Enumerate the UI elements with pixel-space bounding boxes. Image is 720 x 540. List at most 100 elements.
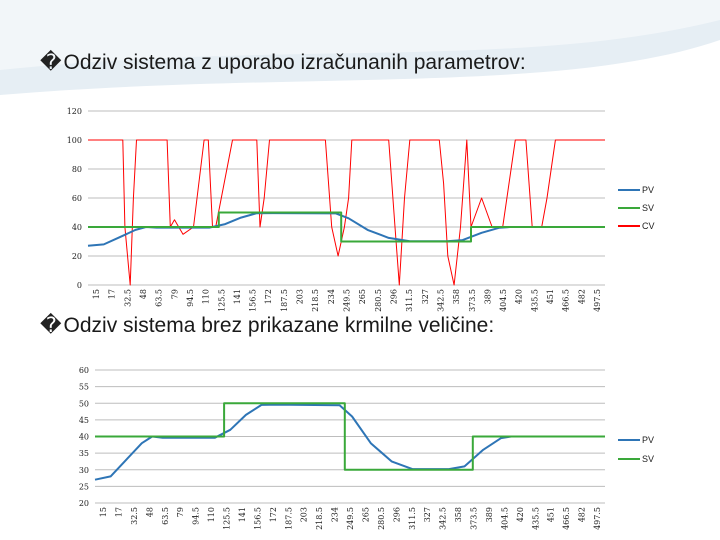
chart2-x-tick-label: 187.5	[284, 507, 293, 530]
chart2-x-tick-label: 358	[454, 507, 463, 522]
chart2-x-tick-label: 342.5	[439, 507, 448, 530]
heading1-text: Odziv sistema z uporabo izračunanih para…	[63, 51, 526, 74]
chart2-x-tick-label: 482	[578, 507, 587, 522]
chart2-x-tick-label: 32.5	[130, 507, 139, 525]
chart1-y-tick-label: 40	[72, 223, 82, 232]
chart1-y-tick-label: 120	[67, 107, 82, 116]
chart2-x-tick-label: 156.5	[253, 507, 262, 530]
chart1-x-tick-label: 63.5	[155, 289, 164, 307]
heading1-bullet: �	[40, 51, 62, 74]
chart1-x-tick-label: 234	[327, 289, 336, 304]
chart2-x-tick-label: 15	[99, 507, 108, 517]
chart2-series-sv-line	[95, 402, 605, 471]
chart1-x-tick-label: 187.5	[280, 289, 289, 312]
chart1-series-sv-line	[88, 211, 605, 243]
chart1-y-tick-label: 80	[72, 165, 82, 174]
chart1-x-tick-label: 358	[452, 289, 461, 304]
chart2-x-tick-label: 280.5	[377, 507, 386, 530]
chart1-x-tick-label: 389	[483, 289, 492, 304]
chart2-x-tick-label: 110	[207, 507, 216, 522]
chart2-x-tick-label: 389	[485, 507, 494, 522]
chart1-x-tick-label: 218.5	[311, 289, 320, 312]
chart1-x-tick-label: 373.5	[468, 289, 477, 312]
chart1-y-tick-label: 60	[72, 194, 82, 203]
chart2-x-tick-label: 373.5	[470, 507, 479, 530]
chart2-y-tick-label: 50	[79, 399, 89, 408]
chart2-heading: �Odziv sistema brez prikazane krmilne ve…	[40, 313, 494, 338]
chart1-x-tick-label: 249.5	[343, 289, 352, 312]
chart2-x-tick-label: 125.5	[223, 507, 232, 530]
chart2-x-tick-label: 497.5	[593, 507, 602, 530]
chart1-x-tick-label: 110	[202, 289, 211, 304]
chart2-x-tick-label: 203	[300, 507, 309, 522]
chart2-legend-label-pv: PV	[642, 435, 654, 445]
chart1-x-tick-label: 311.5	[405, 289, 414, 312]
chart1-x-tick-label: 48	[139, 289, 148, 299]
chart2-x-tick-label: 141	[238, 507, 247, 522]
chart2-x-tick-label: 249.5	[346, 507, 355, 530]
chart1-x-tick-label: 94.5	[186, 289, 195, 307]
chart2-y-tick-label: 25	[79, 482, 89, 491]
chart1-x-tick-label: 420	[515, 289, 524, 304]
chart1-x-tick-label: 482	[577, 289, 586, 304]
chart2-x-tick-label: 296	[392, 507, 401, 522]
chart1-y-tick-label: 100	[67, 136, 82, 145]
chart2-legend-label-sv: SV	[642, 454, 654, 464]
chart1-x-tick-label: 296	[389, 289, 398, 304]
chart1-x-tick-label: 451	[546, 289, 555, 304]
chart1-x-tick-label: 156.5	[249, 289, 258, 312]
chart1-svg: 0 20 40 60 80 100 120 15 17 32.5 48 63.5 79 94.5 110 12…	[67, 107, 655, 312]
chart1-y-tick-label: 0	[77, 281, 82, 290]
chart2-x-tick-label: 79	[176, 507, 185, 517]
chart1-x-tick-label: 435.5	[530, 289, 539, 312]
chart2-y-tick-label: 60	[79, 366, 89, 375]
chart1-x-tick-label: 32.5	[123, 289, 132, 307]
chart1-x-tick-label: 203	[296, 289, 305, 304]
chart2-x-tick-label: 311.5	[408, 507, 417, 530]
chart1-x-tick-label: 15	[92, 289, 101, 299]
chart1-heading: �Odziv sistema z uporabo izračunanih par…	[40, 50, 526, 75]
chart2-y-tick-label: 20	[79, 499, 89, 508]
chart2-x-tick-label: 327	[423, 507, 432, 522]
chart2-x-tick-label: 218.5	[315, 507, 324, 530]
chart1-x-tick-label: 125.5	[217, 289, 226, 312]
chart2-y-tick-label: 30	[79, 466, 89, 475]
chart2-x-tick-label: 466.5	[562, 507, 571, 530]
chart2-y-tick-label: 55	[79, 383, 89, 392]
chart2-x-tick-label: 265	[361, 507, 370, 522]
chart1-x-tick-label: 280.5	[374, 289, 383, 312]
chart2-x-tick-label: 94.5	[192, 507, 201, 525]
chart1-legend-label-sv: SV	[642, 203, 654, 213]
heading2-text: Odziv sistema brez prikazane krmilne vel…	[63, 314, 495, 337]
chart2-x-tick-label: 435.5	[531, 507, 540, 530]
chart2-x-tick-label: 451	[547, 507, 556, 522]
chart2-svg: 20 25 30 35 40 45 50 55 60 15 17 32.5 48 63.5 79 94.5 11…	[79, 366, 654, 530]
chart1-x-tick-label: 172	[264, 289, 273, 304]
chart1-y-tick-label: 20	[72, 252, 82, 261]
chart1-x-tick-label: 265	[358, 289, 367, 304]
chart1-x-tick-label: 497.5	[593, 289, 602, 312]
background-swoosh	[0, 0, 720, 95]
chart2-x-tick-label: 420	[516, 507, 525, 522]
chart2-x-tick-label: 48	[145, 507, 154, 517]
chart2-y-tick-label: 35	[79, 449, 89, 458]
chart2-x-tick-label: 63.5	[161, 507, 170, 525]
chart2-y-tick-label: 40	[79, 433, 89, 442]
chart1-x-tick-label: 466.5	[562, 289, 571, 312]
chart2-series-pv-line	[94, 403, 605, 481]
chart2-x-tick-label: 172	[269, 507, 278, 522]
heading2-bullet: �	[40, 314, 62, 337]
chart1-x-tick-label: 327	[421, 289, 430, 304]
chart1-x-tick-label: 79	[170, 289, 179, 299]
swoosh-shape-2	[0, 0, 720, 70]
chart2-x-tick-label: 17	[114, 507, 123, 517]
chart1-x-tick-label: 17	[108, 289, 117, 299]
chart2-x-tick-label: 404.5	[500, 507, 509, 530]
chart1-legend-label-pv: PV	[642, 185, 654, 195]
chart2-x-tick-label: 234	[331, 507, 340, 522]
chart1-x-tick-label: 404.5	[499, 289, 508, 312]
chart1-x-tick-label: 342.5	[436, 289, 445, 312]
chart2-y-tick-label: 45	[79, 416, 89, 425]
chart1-legend-label-cv: CV	[642, 221, 655, 231]
chart1-x-tick-label: 141	[233, 289, 242, 304]
